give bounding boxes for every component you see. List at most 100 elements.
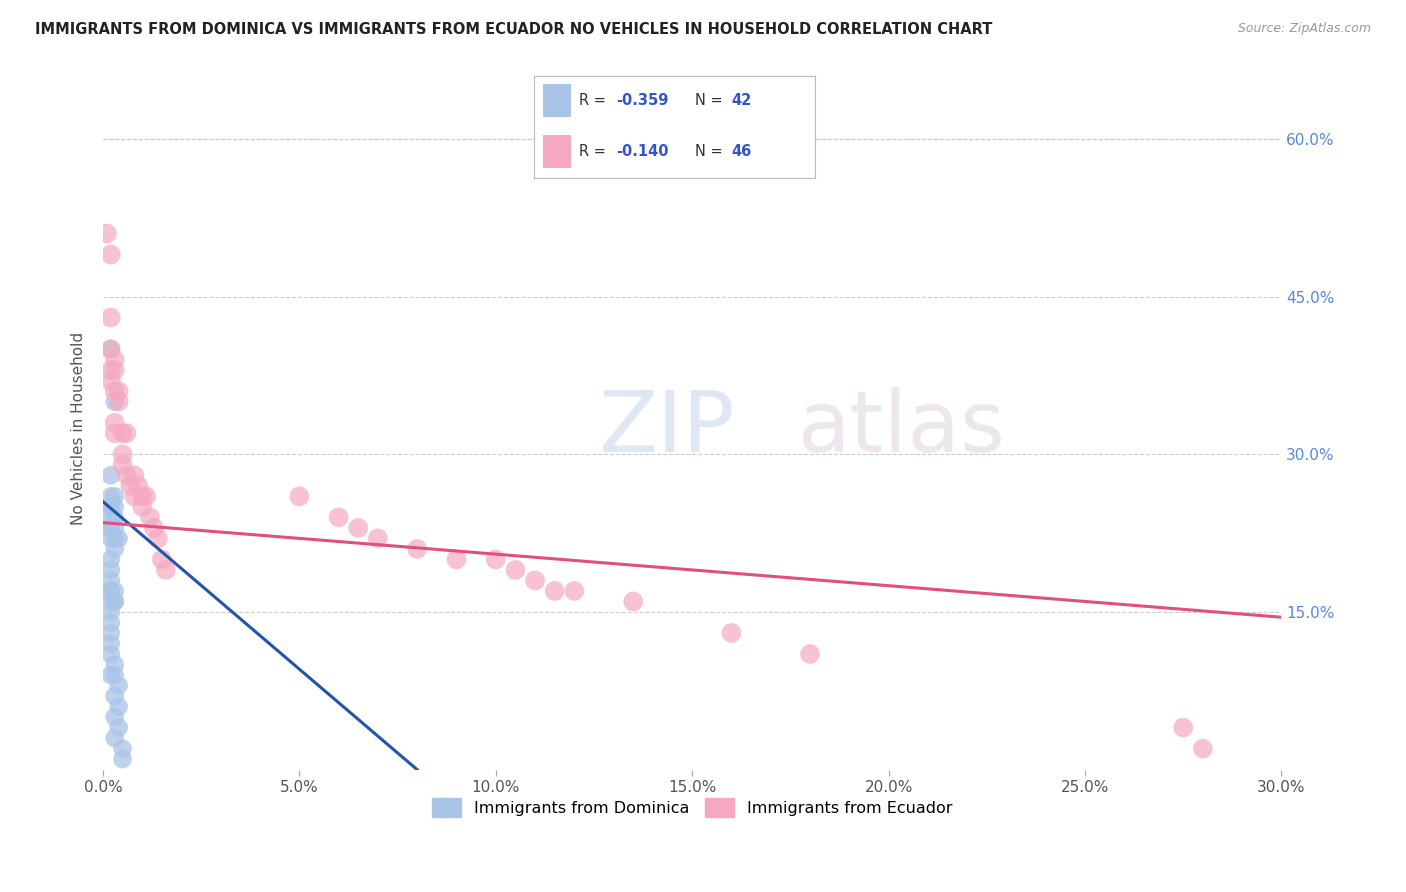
Point [111,447,134,461]
Point [104,426,127,441]
Point [100,363,122,377]
Point [124,489,146,503]
Point [100,563,122,577]
Point [100,310,122,325]
Point [155,563,177,577]
Text: N =: N = [695,93,727,108]
Point [720,626,742,640]
Point [104,384,127,399]
Point [104,500,127,514]
Bar [543,84,571,117]
Bar [543,136,571,168]
Point [124,468,146,483]
Point [100,532,122,546]
Point [100,552,122,566]
Text: atlas: atlas [799,386,1007,469]
Point [104,668,127,682]
Point [100,342,122,356]
Point [104,416,127,430]
Point [562,583,585,598]
Point [107,394,129,409]
Text: R =: R = [579,145,610,160]
Point [406,541,429,556]
Point [120,479,142,493]
Point [485,552,508,566]
Point [111,752,134,766]
Legend: Immigrants from Dominica, Immigrants from Ecuador: Immigrants from Dominica, Immigrants fro… [426,792,959,823]
Point [111,426,134,441]
Point [1191,741,1213,756]
Point [104,541,127,556]
Point [111,458,134,472]
Point [107,721,129,735]
Point [131,500,153,514]
Point [100,342,122,356]
Point [100,468,122,483]
Point [100,500,122,514]
Point [115,468,138,483]
Text: Source: ZipAtlas.com: Source: ZipAtlas.com [1237,22,1371,36]
Point [100,247,122,261]
Point [104,363,127,377]
Point [115,426,138,441]
Point [288,489,311,503]
Point [104,594,127,608]
Point [139,510,162,524]
Text: 42: 42 [731,93,751,108]
Point [100,647,122,661]
Text: -0.359: -0.359 [616,93,668,108]
Point [100,521,122,535]
Point [100,615,122,630]
Point [104,594,127,608]
Point [107,679,129,693]
Point [100,374,122,388]
Text: ZIP: ZIP [598,386,734,469]
Point [100,594,122,608]
Point [127,479,149,493]
Point [104,710,127,724]
Text: N =: N = [695,145,727,160]
Point [107,384,129,399]
Point [446,552,468,566]
Point [524,574,547,588]
Point [100,510,122,524]
Point [143,521,166,535]
Point [100,668,122,682]
Text: 46: 46 [731,145,751,160]
Point [100,583,122,598]
Point [543,583,565,598]
Point [104,521,127,535]
Point [111,741,134,756]
Point [96,227,118,241]
Point [104,731,127,745]
Point [347,521,370,535]
Point [107,532,129,546]
Point [100,636,122,650]
Point [107,699,129,714]
Point [100,605,122,619]
Point [367,532,389,546]
Point [104,583,127,598]
Point [100,521,122,535]
Point [104,352,127,367]
Point [100,583,122,598]
Y-axis label: No Vehicles in Household: No Vehicles in Household [72,332,86,524]
Point [1173,721,1195,735]
Point [621,594,644,608]
Point [146,532,169,546]
Point [100,500,122,514]
Point [104,394,127,409]
Text: R =: R = [579,93,610,108]
Text: IMMIGRANTS FROM DOMINICA VS IMMIGRANTS FROM ECUADOR NO VEHICLES IN HOUSEHOLD COR: IMMIGRANTS FROM DOMINICA VS IMMIGRANTS F… [35,22,993,37]
Point [135,489,157,503]
Point [150,552,173,566]
Point [100,574,122,588]
Point [100,626,122,640]
Point [100,489,122,503]
Point [104,657,127,672]
Point [131,489,153,503]
Point [104,689,127,703]
Point [328,510,350,524]
Point [104,489,127,503]
Point [104,532,127,546]
